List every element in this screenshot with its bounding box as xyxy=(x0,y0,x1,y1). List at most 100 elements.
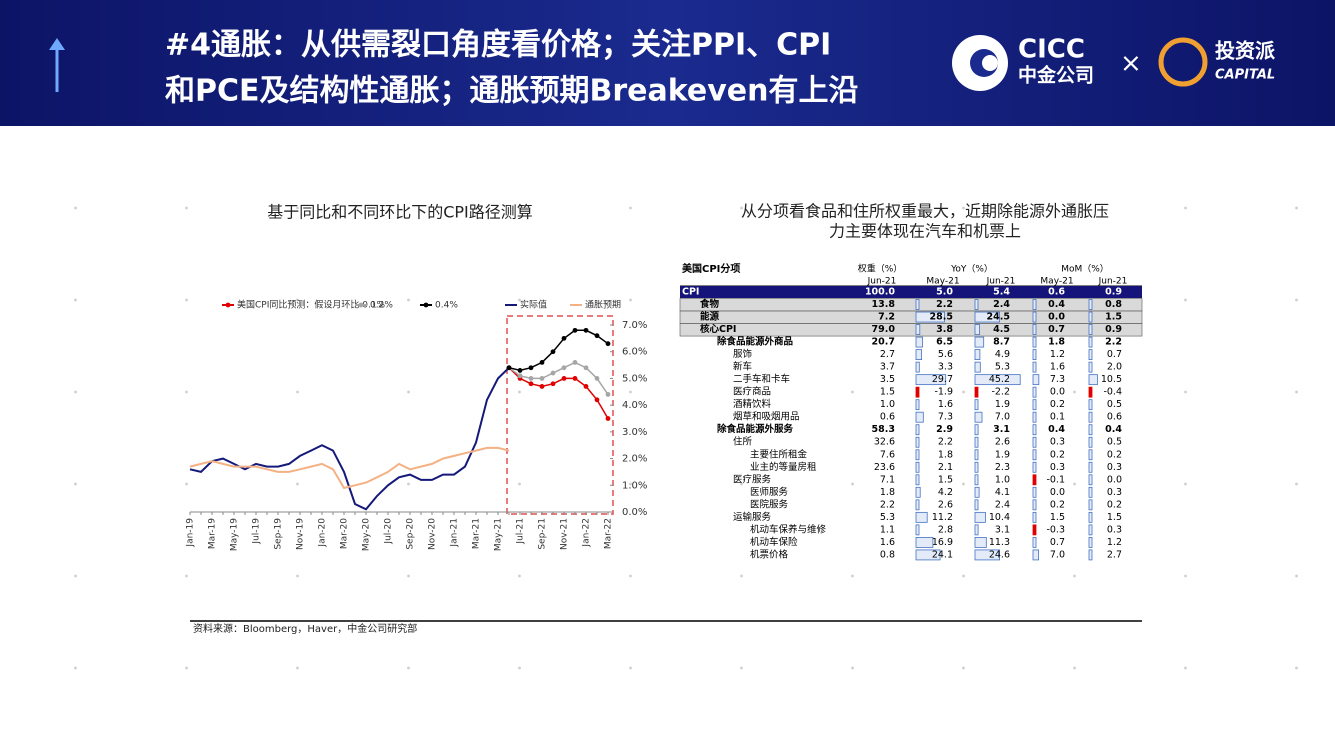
data-bar xyxy=(974,486,980,498)
row-label: 机票价格 xyxy=(750,548,789,560)
row-label: 医院服务 xyxy=(750,498,789,510)
point xyxy=(539,384,545,389)
data-bar xyxy=(1032,511,1037,523)
cell: 7.6 xyxy=(880,449,895,460)
data-bar xyxy=(915,537,934,548)
cell: 7.3 xyxy=(938,412,953,423)
row-highlight xyxy=(680,286,1142,298)
cell: 24.1 xyxy=(932,549,953,560)
row-label: 机动车保养与维修 xyxy=(750,523,827,535)
point xyxy=(550,370,556,376)
data-bar xyxy=(974,511,986,523)
cell: 32.6 xyxy=(874,437,895,448)
data-bar xyxy=(1032,449,1037,461)
x-tick-label: Jan-22 xyxy=(582,518,592,548)
series-line xyxy=(508,367,609,419)
row-label: 主要住所租金 xyxy=(750,448,808,460)
cell: 0.7 xyxy=(1050,537,1065,548)
table-subheader: Jun-21 xyxy=(986,277,1016,287)
data-bar xyxy=(1032,461,1037,473)
legend-label: 通胀预期 xyxy=(585,300,621,311)
data-bar xyxy=(915,511,928,523)
data-bar xyxy=(974,424,979,436)
y-tick-label: 5.0% xyxy=(622,373,647,384)
cell: 2.2 xyxy=(1105,337,1122,348)
point xyxy=(583,327,589,333)
cell: 10.4 xyxy=(989,512,1010,523)
data-bar xyxy=(915,336,923,348)
series-line xyxy=(189,366,510,511)
cell: 24.6 xyxy=(989,549,1010,560)
cell: 2.9 xyxy=(936,424,953,435)
cell: 11.3 xyxy=(989,537,1010,548)
data-bar xyxy=(974,537,987,548)
table-title: 从分项看食品和住所权重最大，近期除能源外通胀压 xyxy=(741,202,1109,221)
row-label: 机动车保险 xyxy=(750,536,798,548)
cell: 2.1 xyxy=(938,462,953,473)
x-tick-label: May-19 xyxy=(230,518,240,551)
cell: 0.5 xyxy=(1107,437,1122,448)
table-subheader: Jun-21 xyxy=(1098,277,1128,287)
cell: 2.6 xyxy=(995,437,1010,448)
point xyxy=(539,360,545,365)
point xyxy=(605,416,611,421)
cell: 24.5 xyxy=(987,312,1010,323)
point xyxy=(561,365,567,371)
cell: -2.2 xyxy=(991,387,1010,398)
cell: 2.2 xyxy=(936,299,953,310)
cell: 0.4 xyxy=(1048,424,1065,435)
table-header: MoM（%） xyxy=(1061,264,1109,275)
x-tick-label: Mar-19 xyxy=(208,518,218,549)
cell: 5.3 xyxy=(995,362,1010,373)
cell: 7.0 xyxy=(995,412,1010,423)
x-tick-label: Jul-21 xyxy=(516,518,526,545)
row-label: 除食品能源外商品 xyxy=(717,336,793,348)
data-bar xyxy=(1032,336,1037,348)
header-title-line: 和PCE及结构性通胀；通胀预期Breakeven有上沿 xyxy=(165,74,859,109)
point xyxy=(517,373,523,379)
table-header: 权重（%） xyxy=(858,263,903,275)
cell: 1.0 xyxy=(880,399,895,410)
cell: 11.2 xyxy=(932,512,953,523)
y-tick-label: 4.0% xyxy=(622,400,647,411)
data-bar xyxy=(1088,374,1098,386)
cell: 100.0 xyxy=(865,287,895,298)
cell: 0.4 xyxy=(1048,299,1065,310)
row-label: 核心CPI xyxy=(700,323,736,335)
table-subheader: Jun-21 xyxy=(867,277,897,287)
cell: 5.6 xyxy=(938,349,953,360)
cell: 8.7 xyxy=(993,337,1010,348)
cell: 6.5 xyxy=(936,337,953,348)
cell: 1.5 xyxy=(880,387,895,398)
logo-text: CAPITAL xyxy=(1215,68,1275,83)
x-tick-label: Jan-21 xyxy=(450,518,460,548)
point xyxy=(583,365,589,371)
cell: 0.0 xyxy=(1048,312,1065,323)
data-bar xyxy=(974,461,979,473)
x-tick-label: Nov-19 xyxy=(296,518,306,550)
cell: 7.0 xyxy=(1050,549,1065,560)
data-bar xyxy=(1032,374,1040,386)
x-tick-label: Nov-20 xyxy=(428,518,438,550)
x-tick-label: Sep-21 xyxy=(538,518,548,550)
x-tick-label: May-20 xyxy=(362,518,372,551)
logo-times: × xyxy=(1120,49,1142,79)
legend-dot xyxy=(358,302,364,308)
row-shade xyxy=(679,323,1143,337)
point xyxy=(572,360,578,365)
point xyxy=(539,376,545,381)
data-bar xyxy=(974,474,979,486)
point xyxy=(583,384,589,389)
cell: 0.6 xyxy=(1048,287,1065,298)
cell: 3.5 xyxy=(880,374,895,385)
cell: 0.2 xyxy=(1050,449,1065,460)
cell: 1.9 xyxy=(995,449,1010,460)
arrow-icon xyxy=(49,38,65,92)
series-line xyxy=(508,329,609,372)
row-label: 食物 xyxy=(699,298,720,310)
cell: 0.2 xyxy=(1050,499,1065,510)
cell: -0.4 xyxy=(1103,387,1122,398)
cell: 79.0 xyxy=(872,324,896,335)
cell: 0.3 xyxy=(1107,462,1122,473)
